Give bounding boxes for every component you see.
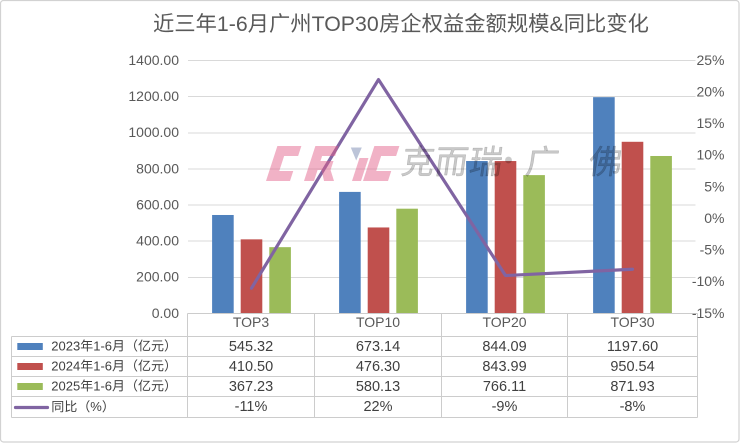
svg-text:-10%: -10% bbox=[692, 273, 725, 289]
svg-text:476.30: 476.30 bbox=[356, 359, 400, 375]
svg-text:5%: 5% bbox=[704, 178, 724, 194]
svg-text:410.50: 410.50 bbox=[229, 359, 273, 375]
svg-text:2025: 2025 bbox=[51, 378, 80, 393]
svg-text:25%: 25% bbox=[696, 52, 724, 68]
svg-text:10%: 10% bbox=[696, 147, 724, 163]
svg-text:2023: 2023 bbox=[51, 338, 80, 353]
svg-text:1-6: 1-6 bbox=[93, 338, 112, 353]
svg-text:400.00: 400.00 bbox=[136, 233, 179, 249]
svg-text:TOP10: TOP10 bbox=[356, 314, 400, 330]
svg-text:200.00: 200.00 bbox=[136, 269, 179, 285]
svg-text:545.32: 545.32 bbox=[229, 339, 273, 355]
svg-text:22%: 22% bbox=[363, 399, 392, 415]
svg-text:15%: 15% bbox=[696, 115, 724, 131]
svg-text:-8%: -8% bbox=[620, 399, 646, 415]
svg-text:-15%: -15% bbox=[692, 305, 725, 321]
svg-text:367.23: 367.23 bbox=[229, 379, 273, 395]
svg-text:0%: 0% bbox=[704, 210, 724, 226]
svg-text:1400.00: 1400.00 bbox=[128, 52, 179, 68]
svg-text:844.09: 844.09 bbox=[482, 339, 526, 355]
svg-text:2024: 2024 bbox=[51, 358, 80, 373]
svg-text:673.14: 673.14 bbox=[356, 339, 400, 355]
svg-text:TOP3: TOP3 bbox=[233, 314, 270, 330]
svg-text:1000.00: 1000.00 bbox=[128, 124, 179, 140]
svg-text:1200.00: 1200.00 bbox=[128, 88, 179, 104]
svg-text:600.00: 600.00 bbox=[136, 196, 179, 212]
svg-text:843.99: 843.99 bbox=[482, 359, 526, 375]
svg-text:20%: 20% bbox=[696, 84, 724, 100]
svg-text:-9%: -9% bbox=[492, 399, 518, 415]
svg-text:800.00: 800.00 bbox=[136, 160, 179, 176]
svg-text:TOP20: TOP20 bbox=[482, 314, 526, 330]
svg-text:1-6: 1-6 bbox=[217, 12, 248, 36]
svg-text:1-6: 1-6 bbox=[93, 378, 112, 393]
svg-text:%: % bbox=[90, 399, 102, 414]
svg-text:-11%: -11% bbox=[235, 399, 268, 415]
svg-text:&: & bbox=[549, 12, 563, 36]
svg-text:-5%: -5% bbox=[700, 242, 725, 258]
svg-text:766.11: 766.11 bbox=[483, 379, 526, 395]
svg-text:871.93: 871.93 bbox=[610, 379, 654, 395]
svg-text:1-6: 1-6 bbox=[93, 358, 112, 373]
svg-text:TOP30: TOP30 bbox=[312, 12, 379, 36]
svg-text:TOP30: TOP30 bbox=[610, 314, 654, 330]
svg-text:950.54: 950.54 bbox=[610, 359, 654, 375]
svg-text:580.13: 580.13 bbox=[356, 379, 400, 395]
svg-text:0.00: 0.00 bbox=[152, 305, 179, 321]
svg-text:1197.60: 1197.60 bbox=[607, 339, 658, 355]
